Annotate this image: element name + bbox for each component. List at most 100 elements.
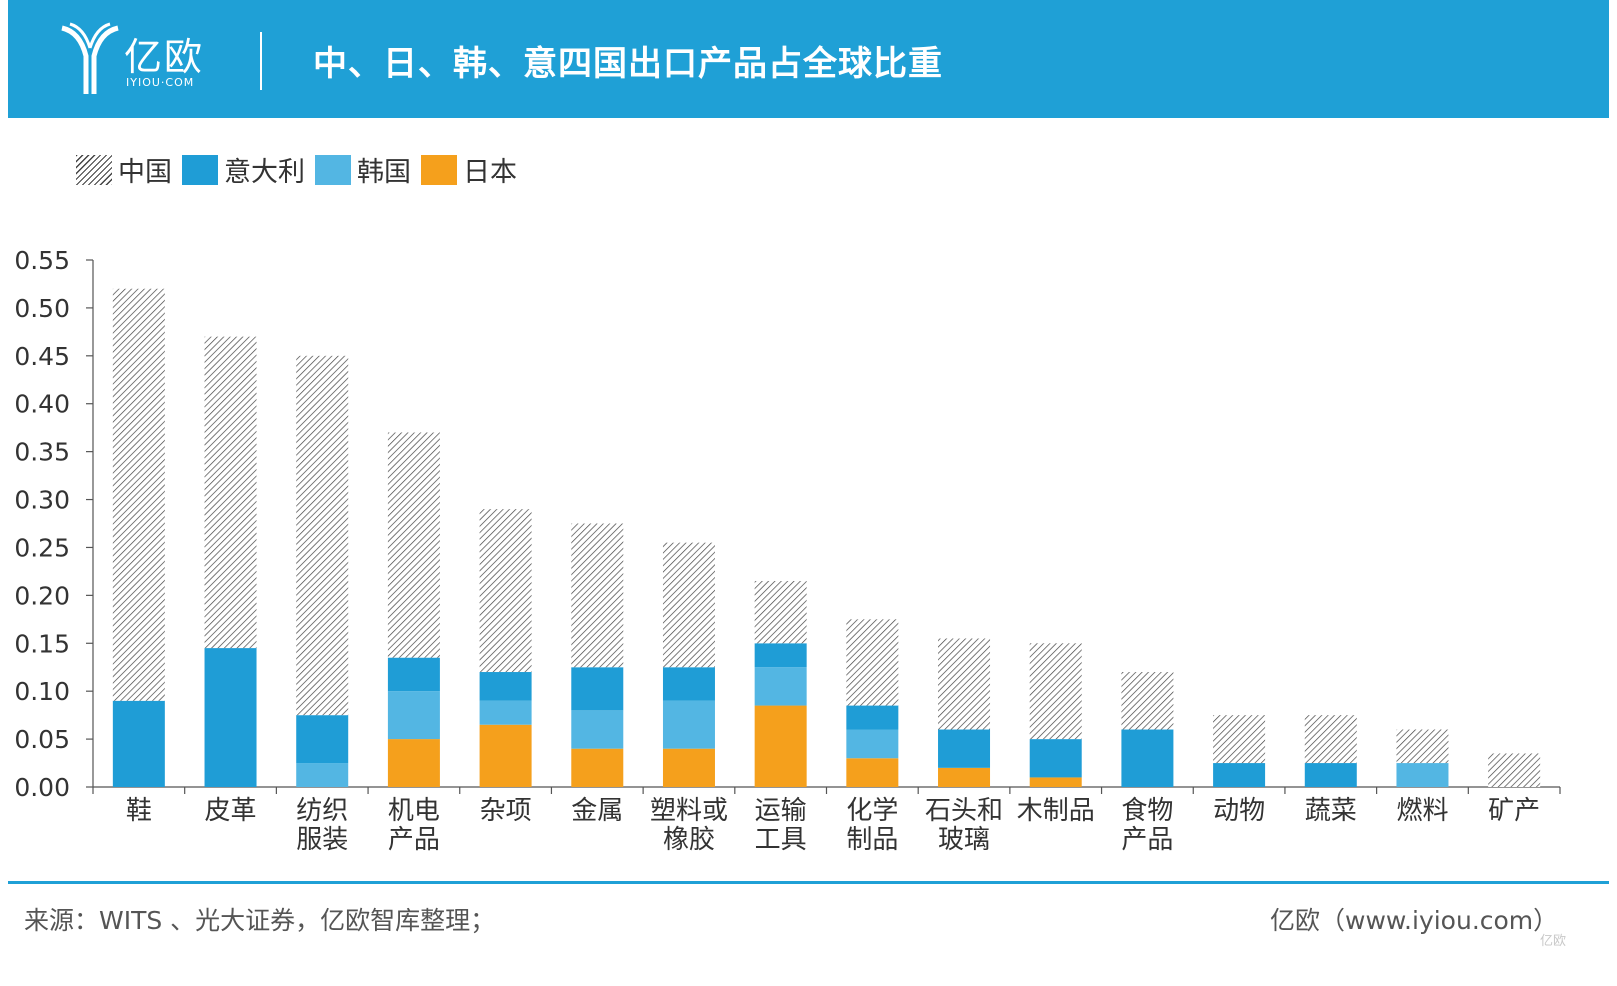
x-category-label: 食物 — [1121, 796, 1173, 826]
source-note: 来源：WITS 、光大证券，亿欧智库整理； — [24, 906, 496, 935]
bar-segment — [1213, 715, 1266, 764]
bar-segment — [1488, 753, 1541, 787]
bar-segment — [846, 619, 899, 706]
bar-segment — [479, 672, 532, 701]
x-category-label: 产品 — [1121, 825, 1173, 855]
bar-segment — [1304, 763, 1357, 787]
legend-label: 韩国 — [357, 157, 411, 188]
y-tick-label: 0.50 — [14, 294, 70, 323]
bar-segment — [662, 748, 715, 787]
x-category-label: 杂项 — [480, 796, 532, 826]
x-category-label: 矿产 — [1488, 796, 1540, 826]
bar-segment — [1029, 777, 1082, 787]
legend-swatch-korea — [315, 154, 351, 185]
legend-label: 意大利 — [224, 157, 305, 188]
y-tick-label: 0.05 — [14, 725, 70, 754]
bar-segment — [571, 667, 624, 711]
bar-segment — [387, 691, 440, 740]
bar-segment — [571, 748, 624, 787]
bar-segment — [204, 336, 257, 649]
bar-segment — [296, 763, 349, 787]
x-category-label: 机电 — [388, 796, 440, 826]
y-tick-label: 0.35 — [14, 438, 70, 467]
bar-segment — [296, 355, 349, 716]
x-category-label: 动物 — [1213, 796, 1265, 826]
bar-segment — [1396, 763, 1449, 787]
bar-segment — [1304, 715, 1357, 764]
header-banner: 亿欧 IYIOU·COM 中、日、韩、意四国出口产品占全球比重 — [8, 0, 1609, 118]
legend-swatch-japan — [421, 154, 457, 185]
y-tick-label: 0.40 — [14, 390, 70, 419]
x-category-label: 塑料或 — [650, 796, 728, 826]
site-note: 亿欧（www.iyiou.com） — [1270, 906, 1559, 935]
bar-segment — [479, 700, 532, 725]
bar-segment — [662, 667, 715, 701]
bar-segment — [1029, 739, 1082, 778]
bar-segment — [1213, 763, 1266, 787]
bar-segment — [387, 739, 440, 787]
y-tick-label: 0.25 — [14, 533, 70, 562]
bar-segment — [846, 705, 899, 730]
logo-subtext: IYIOU·COM — [126, 76, 195, 89]
bar-segment — [754, 667, 807, 706]
y-tick-label: 0.15 — [14, 629, 70, 658]
x-category-label: 鞋 — [126, 796, 152, 826]
x-category-label: 制品 — [846, 825, 898, 855]
x-category-label: 橡胶 — [663, 825, 715, 855]
bar-segment — [938, 767, 991, 787]
page-title: 中、日、韩、意四国出口产品占全球比重 — [313, 44, 943, 84]
logo: 亿欧 IYIOU·COM — [58, 20, 228, 100]
legend-item-china: 中国 — [76, 150, 172, 189]
logo-text: 亿欧 — [124, 35, 205, 79]
bar-segment — [296, 715, 349, 764]
bar-segment — [387, 657, 440, 692]
legend-swatch-china — [76, 154, 112, 185]
x-category-label: 蔬菜 — [1305, 796, 1357, 826]
x-category-label: 石头和 — [925, 796, 1003, 826]
y-tick-label: 0.45 — [14, 342, 70, 371]
legend-label: 中国 — [118, 157, 172, 188]
bar-segment — [571, 710, 624, 749]
y-tick-label: 0.10 — [14, 677, 70, 706]
bar-segment — [754, 643, 807, 668]
bar-segment — [938, 638, 991, 730]
bar-segment — [662, 542, 715, 668]
x-category-label: 工具 — [755, 825, 807, 855]
x-category-label: 服装 — [296, 825, 348, 855]
bar-segment — [754, 580, 807, 644]
bar-segment — [938, 729, 991, 768]
legend-item-japan: 日本 — [421, 150, 517, 189]
watermark: 亿欧 — [1540, 934, 1567, 949]
bar-segment — [479, 724, 532, 787]
x-category-label: 皮革 — [205, 796, 257, 826]
bar-segment — [846, 729, 899, 759]
x-category-label: 玻璃 — [938, 825, 990, 855]
header-divider — [260, 32, 262, 90]
stacked-bar-chart: 0.00 0.05 0.10 0.15 0.20 0.25 0.30 0.35 0.40 0.45… — [14, 246, 1561, 855]
bar-segment — [1121, 729, 1174, 787]
bar-segment — [846, 758, 899, 787]
y-tick-label: 0.20 — [14, 581, 70, 610]
bar-segment — [1121, 672, 1174, 730]
x-category-label: 产品 — [388, 825, 440, 855]
legend-swatch-italy — [182, 154, 218, 185]
legend-label: 日本 — [463, 157, 517, 188]
bar-segment — [662, 700, 715, 749]
logo-mark-icon — [61, 22, 119, 94]
bar-segment — [112, 288, 165, 701]
x-category-label: 纺织 — [296, 796, 348, 826]
bar-segment — [1029, 643, 1082, 740]
bar-segment — [112, 700, 165, 787]
legend-item-korea: 韩国 — [315, 150, 411, 189]
y-tick-label: 0.00 — [14, 773, 70, 802]
bar-segment — [204, 648, 257, 787]
bar-segment — [479, 509, 532, 673]
chart-legend: 中国 意大利 韩国 日本 — [76, 150, 527, 189]
y-tick-label: 0.30 — [14, 486, 70, 515]
y-tick-label: 0.55 — [14, 246, 70, 275]
bar-segment — [571, 523, 624, 668]
bar-segment — [754, 705, 807, 787]
x-category-label: 燃料 — [1396, 796, 1448, 826]
x-category-label: 木制品 — [1017, 796, 1095, 826]
x-category-label: 运输 — [755, 796, 807, 826]
